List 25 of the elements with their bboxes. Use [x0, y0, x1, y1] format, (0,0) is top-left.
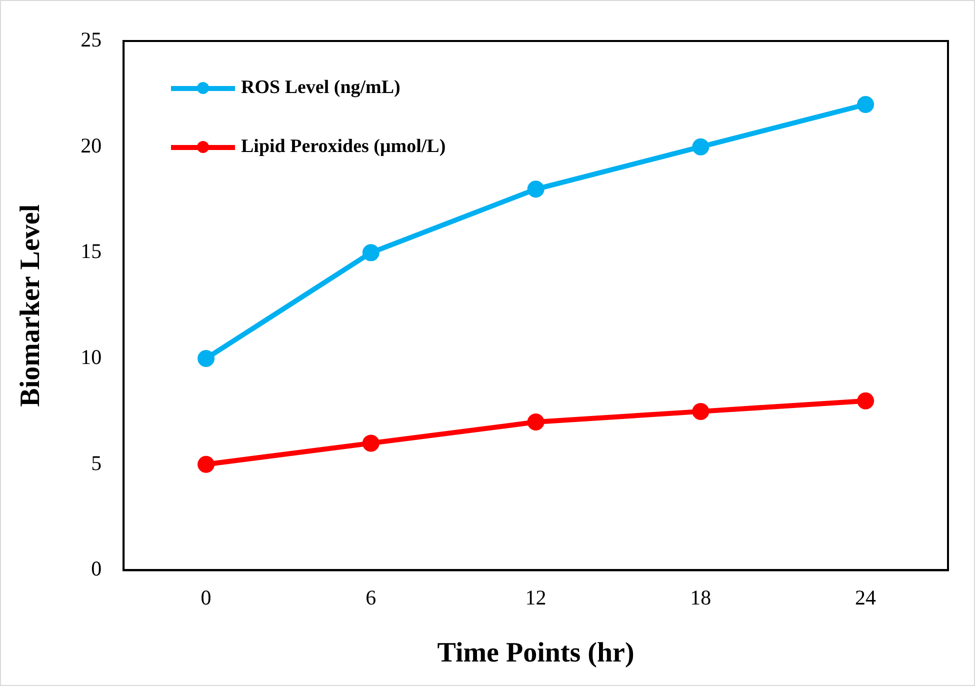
y-tick-label: 15 [80, 239, 102, 264]
point [857, 392, 874, 410]
x-tick-label: 24 [855, 585, 877, 610]
x-tick-label: 0 [200, 585, 212, 610]
y-axis-title: Biomarker Level [15, 204, 46, 407]
x-tick-label: 12 [525, 585, 546, 610]
y-tick-label: 5 [91, 450, 102, 475]
point [198, 350, 215, 368]
point [198, 456, 215, 473]
x-axis-title: Time Points (hr) [437, 637, 634, 668]
point [692, 402, 710, 420]
point [857, 96, 874, 114]
point [692, 138, 710, 156]
point [362, 244, 380, 262]
point [527, 414, 544, 431]
y-tick-label: 10 [80, 345, 102, 370]
point [527, 180, 544, 198]
legend-label: ROS Level (ng/mL) [241, 77, 400, 99]
x-tick-label: 6 [366, 585, 376, 610]
x-tick-label: 18 [690, 585, 712, 610]
legend-label: Lipid Peroxides (μmol/L) [241, 136, 446, 158]
y-tick-label: 0 [91, 556, 102, 581]
point [362, 434, 380, 452]
y-tick-label: 20 [80, 133, 102, 158]
y-tick-label: 25 [80, 28, 102, 52]
